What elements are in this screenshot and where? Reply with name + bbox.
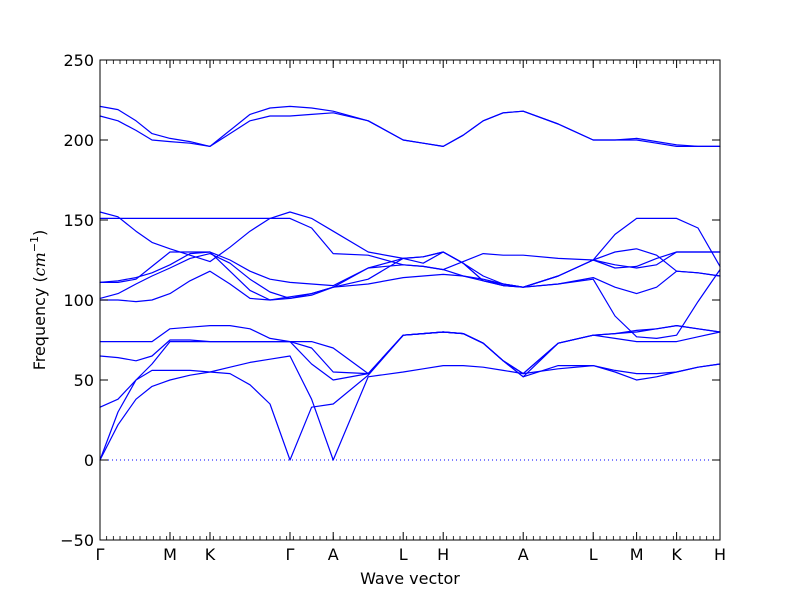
x-tick-label: K xyxy=(205,545,216,564)
x-tick-label: H xyxy=(437,545,449,564)
band-line-11 xyxy=(99,211,721,288)
y-axis-title-suffix: ) xyxy=(30,230,49,236)
x-tick-label: L xyxy=(399,545,408,564)
band-line-4 xyxy=(99,325,721,378)
x-axis-title: Wave vector xyxy=(360,569,460,588)
plot-frame xyxy=(99,59,721,541)
band-line-2 xyxy=(99,331,721,461)
y-tick-label: −50 xyxy=(60,531,94,550)
x-tick-label: M xyxy=(630,545,644,564)
band-line-7 xyxy=(99,251,721,299)
x-tick-label: Γ xyxy=(286,545,295,564)
y-axis-title: Frequency (cm−1) xyxy=(28,230,49,371)
band-line-10 xyxy=(99,217,721,339)
y-axis-title-prefix: Frequency ( xyxy=(30,276,49,370)
x-tick-label: M xyxy=(163,545,177,564)
band-line-5 xyxy=(99,325,721,381)
y-axis-title-exponent: −1 xyxy=(28,236,41,252)
y-tick-label: 0 xyxy=(84,451,94,470)
band-line-9 xyxy=(99,251,721,301)
y-tick-label: 150 xyxy=(63,211,94,230)
band-line-6 xyxy=(99,270,721,303)
y-tick-label: 200 xyxy=(63,131,94,150)
x-tick-label: Γ xyxy=(96,545,105,564)
x-tick-label: K xyxy=(671,545,682,564)
band-line-3 xyxy=(99,325,721,408)
y-tick-label: 250 xyxy=(63,51,94,70)
band-line-13 xyxy=(99,105,721,147)
band-line-1 xyxy=(99,355,721,461)
y-axis-title-unit: cm xyxy=(30,252,49,276)
y-tick-label: 50 xyxy=(74,371,94,390)
x-tick-label: A xyxy=(328,545,339,564)
x-tick-label: A xyxy=(518,545,529,564)
x-tick-label: H xyxy=(714,545,726,564)
x-tick-label: L xyxy=(589,545,598,564)
y-tick-label: 100 xyxy=(63,291,94,310)
